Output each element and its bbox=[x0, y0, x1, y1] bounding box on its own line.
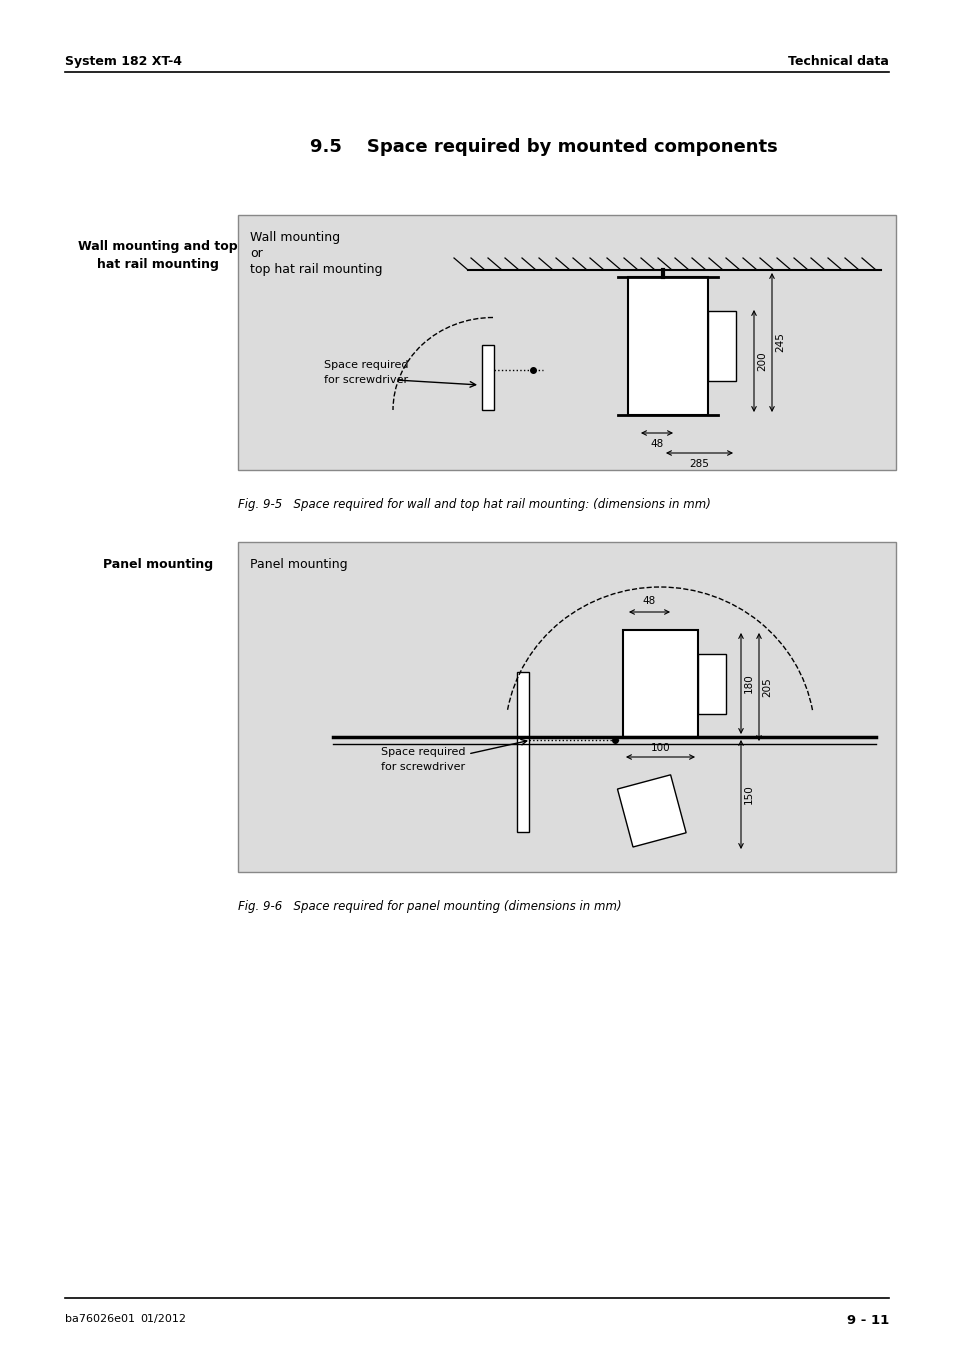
Bar bbox=[237, 215, 895, 470]
Text: 285: 285 bbox=[689, 459, 709, 468]
Text: 205: 205 bbox=[761, 678, 771, 697]
Text: for screwdriver: for screwdriver bbox=[324, 375, 408, 385]
Bar bbox=[627, 277, 707, 414]
Text: top hat rail mounting: top hat rail mounting bbox=[250, 263, 382, 275]
Bar bbox=[698, 653, 725, 714]
Text: 150: 150 bbox=[743, 784, 753, 805]
Text: 245: 245 bbox=[774, 332, 784, 352]
Text: Panel mounting: Panel mounting bbox=[250, 558, 347, 571]
Text: 48: 48 bbox=[642, 595, 656, 606]
Text: Technical data: Technical data bbox=[787, 55, 888, 68]
Text: ba76026e01: ba76026e01 bbox=[65, 1314, 135, 1324]
Text: hat rail mounting: hat rail mounting bbox=[97, 258, 218, 271]
Text: 9.5    Space required by mounted components: 9.5 Space required by mounted components bbox=[310, 138, 777, 157]
Text: 48: 48 bbox=[650, 439, 663, 450]
Text: 180: 180 bbox=[743, 674, 753, 694]
Text: Wall mounting and top: Wall mounting and top bbox=[78, 240, 237, 252]
Bar bbox=[622, 630, 698, 737]
Bar bbox=[617, 775, 685, 846]
Text: Space required: Space required bbox=[380, 747, 465, 757]
Text: 200: 200 bbox=[757, 351, 766, 371]
Text: Fig. 9-6   Space required for panel mounting (dimensions in mm): Fig. 9-6 Space required for panel mounti… bbox=[237, 900, 621, 913]
Text: Wall mounting: Wall mounting bbox=[250, 231, 340, 244]
Bar bbox=[481, 346, 494, 410]
Text: Fig. 9-5   Space required for wall and top hat rail mounting: (dimensions in mm): Fig. 9-5 Space required for wall and top… bbox=[237, 498, 710, 512]
Text: for screwdriver: for screwdriver bbox=[380, 761, 464, 772]
Bar bbox=[517, 672, 529, 832]
Text: Panel mounting: Panel mounting bbox=[103, 558, 213, 571]
Bar bbox=[707, 310, 735, 381]
Bar bbox=[237, 541, 895, 872]
Text: or: or bbox=[250, 247, 262, 261]
Text: 9 - 11: 9 - 11 bbox=[846, 1314, 888, 1327]
Text: System 182 XT-4: System 182 XT-4 bbox=[65, 55, 182, 68]
Text: 100: 100 bbox=[650, 743, 670, 753]
Text: Space required: Space required bbox=[323, 360, 408, 370]
Text: 01/2012: 01/2012 bbox=[140, 1314, 186, 1324]
